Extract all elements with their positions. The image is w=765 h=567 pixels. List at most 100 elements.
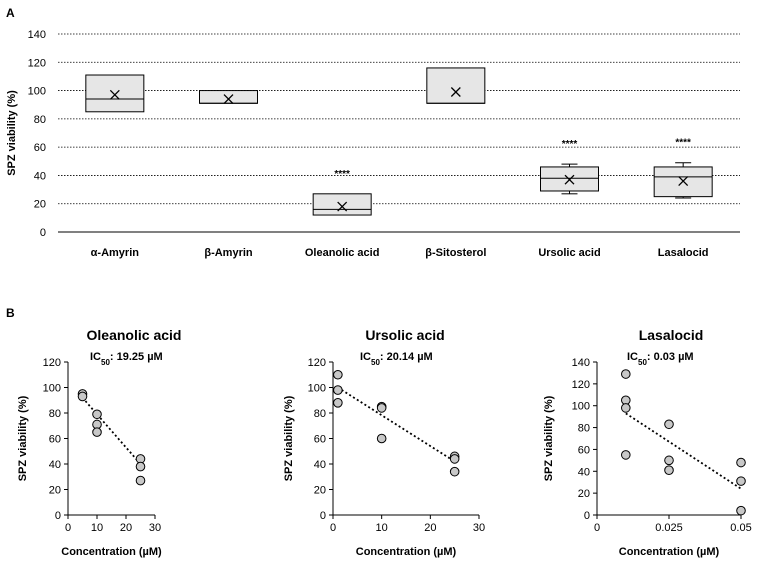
ic50-value: : 19.25 µM [110, 351, 163, 363]
panel-label-a: A [6, 6, 15, 20]
y-tick-label: 40 [34, 170, 46, 182]
y-axis-title: SPZ viability (%) [283, 395, 295, 481]
y-tick-label: 60 [49, 434, 61, 446]
y-tick-label: 0 [584, 510, 590, 522]
plot-title: Ursolic acid [365, 327, 444, 343]
y-tick-label: 20 [49, 485, 61, 497]
y-tick-label: 140 [572, 357, 590, 369]
data-point [664, 455, 674, 466]
data-point [449, 466, 460, 477]
data-point [664, 419, 674, 430]
x-tick-label: 10 [91, 522, 103, 534]
y-tick-label: 100 [308, 383, 326, 395]
y-tick-label: 120 [43, 357, 61, 369]
ic50-value: : 0.03 µM [647, 351, 694, 363]
category-label: Lasalocid [658, 247, 709, 259]
y-tick-label: 40 [314, 459, 326, 471]
y-tick-label: 60 [34, 142, 46, 154]
y-tick-label: 60 [578, 444, 590, 456]
x-axis-title: Concentration (µM) [61, 546, 162, 558]
ic50-prefix: IC [627, 351, 638, 363]
x-tick-label: 0 [330, 522, 336, 534]
y-tick-label: 140 [28, 29, 46, 41]
ic50-label: IC50: 20.14 µM [360, 351, 433, 367]
y-tick-label: 40 [578, 466, 590, 478]
x-tick-label: 10 [376, 522, 388, 534]
panel-b-oleanolic-scatter: B Oleanolic acid IC50: 19.25 µM 0 20 40 60 80 10… [6, 306, 181, 558]
data-point [92, 409, 102, 420]
y-tick-label: 80 [314, 408, 326, 420]
data-point [376, 433, 387, 444]
y-tick-label: 120 [308, 357, 326, 369]
y-tick-label: 100 [43, 383, 61, 395]
significance-label: **** [334, 169, 350, 180]
ic50-value: : 20.14 µM [380, 351, 433, 363]
y-tick-label: 40 [49, 459, 61, 471]
box-1 [85, 74, 145, 113]
y-tick-label: 100 [572, 401, 590, 413]
y-tick-label: 0 [40, 227, 46, 239]
y-tick-label: 20 [314, 485, 326, 497]
y-tick-label: 120 [28, 57, 46, 69]
data-point [92, 427, 102, 437]
data-point [664, 465, 674, 475]
mean-marker [337, 201, 348, 212]
data-point [333, 369, 343, 380]
x-axis-title: Concentration (µM) [356, 546, 457, 558]
x-tick-label: 0 [594, 522, 600, 534]
category-label: α-Amyrin [91, 247, 140, 259]
y-tick-label: 80 [49, 408, 61, 420]
mean-marker [564, 174, 575, 185]
data-point [333, 385, 343, 395]
mean-marker [450, 87, 461, 97]
ic50-subscript: 50 [101, 358, 110, 367]
ic50-prefix: IC [90, 351, 101, 363]
y-tick-label: 80 [34, 114, 46, 126]
y-axis-title: SPZ viability (%) [6, 90, 18, 176]
ic50-subscript: 50 [371, 358, 380, 367]
significance-label: **** [562, 139, 578, 150]
ic50-prefix: IC [360, 351, 371, 363]
significance-label: **** [675, 138, 691, 149]
x-tick-label: 30 [149, 522, 161, 534]
x-tick-label: 0.05 [730, 522, 751, 534]
x-tick-label: 0 [65, 522, 71, 534]
y-tick-label: 20 [34, 199, 46, 211]
data-point [376, 403, 387, 413]
trendline [625, 412, 742, 490]
data-point [736, 505, 746, 516]
mean-marker [678, 176, 689, 187]
y-tick-label: 60 [314, 434, 326, 446]
x-tick-label: 0.025 [655, 522, 683, 534]
data-point [333, 398, 343, 408]
category-label: β-Amyrin [204, 247, 253, 259]
mean-marker [109, 89, 120, 100]
y-tick-label: 120 [572, 379, 590, 391]
data-point [621, 403, 631, 413]
data-point [736, 457, 746, 468]
y-tick-label: 0 [320, 510, 326, 522]
category-label: β-Sitosterol [425, 247, 486, 259]
x-tick-label: 30 [473, 522, 485, 534]
data-point [135, 461, 146, 472]
data-point [621, 369, 631, 379]
x-tick-label: 20 [424, 522, 436, 534]
box-3 [312, 193, 372, 216]
box-4 [426, 67, 486, 104]
y-tick-label: 100 [28, 86, 46, 98]
category-label: Oleanolic acid [305, 247, 380, 259]
data-point [621, 450, 631, 460]
data-point [135, 475, 146, 486]
box-2 [199, 90, 258, 104]
panel-label-b: B [6, 306, 15, 320]
y-tick-label: 20 [578, 488, 590, 500]
plot-title: Lasalocid [639, 327, 704, 343]
y-tick-label: 0 [55, 510, 61, 522]
trendline [337, 386, 456, 463]
x-axis-title: Concentration (µM) [619, 546, 720, 558]
y-axis-title: SPZ viability (%) [17, 395, 29, 481]
x-tick-label: 20 [120, 522, 132, 534]
